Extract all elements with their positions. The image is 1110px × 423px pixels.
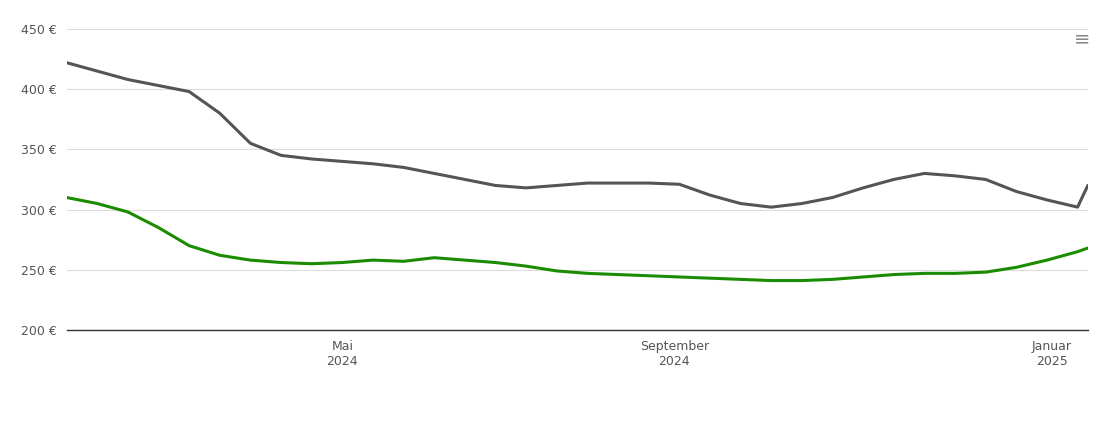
lose Ware: [857, 275, 870, 280]
Sackware: [152, 83, 165, 88]
Sackware: [612, 181, 625, 186]
Sackware: [948, 173, 961, 179]
lose Ware: [182, 243, 195, 248]
Sackware: [1010, 189, 1023, 194]
Sackware: [642, 181, 655, 186]
lose Ware: [121, 209, 134, 214]
Sackware: [551, 183, 564, 188]
lose Ware: [551, 269, 564, 274]
Sackware: [335, 159, 349, 164]
lose Ware: [397, 259, 411, 264]
Sackware: [918, 171, 931, 176]
Sackware: [887, 177, 900, 182]
lose Ware: [1071, 249, 1084, 254]
Sackware: [1071, 205, 1084, 210]
lose Ware: [642, 273, 655, 278]
lose Ware: [765, 278, 778, 283]
Sackware: [734, 201, 747, 206]
lose Ware: [612, 272, 625, 277]
Text: ≡: ≡: [1073, 30, 1090, 49]
lose Ware: [458, 258, 472, 263]
Sackware: [673, 182, 686, 187]
Sackware: [488, 183, 502, 188]
Sackware: [121, 77, 134, 82]
lose Ware: [519, 264, 533, 269]
Sackware: [366, 161, 380, 166]
lose Ware: [1010, 265, 1023, 270]
Sackware: [1081, 183, 1094, 188]
Sackware: [795, 201, 808, 206]
lose Ware: [366, 258, 380, 263]
Sackware: [91, 69, 104, 74]
lose Ware: [734, 277, 747, 282]
lose Ware: [60, 195, 73, 200]
lose Ware: [795, 278, 808, 283]
lose Ware: [91, 201, 104, 206]
Sackware: [519, 185, 533, 190]
Sackware: [182, 89, 195, 94]
lose Ware: [1081, 245, 1094, 250]
Sackware: [213, 111, 226, 116]
Sackware: [427, 171, 441, 176]
lose Ware: [244, 258, 258, 263]
Line: lose Ware: lose Ware: [67, 198, 1088, 280]
lose Ware: [979, 269, 992, 275]
lose Ware: [887, 272, 900, 277]
lose Ware: [305, 261, 319, 266]
Sackware: [60, 60, 73, 65]
Sackware: [458, 177, 472, 182]
lose Ware: [948, 271, 961, 276]
Line: Sackware: Sackware: [67, 63, 1088, 207]
Sackware: [274, 153, 287, 158]
Sackware: [244, 141, 258, 146]
Sackware: [765, 205, 778, 210]
lose Ware: [213, 253, 226, 258]
Sackware: [397, 165, 411, 170]
lose Ware: [826, 277, 839, 282]
Sackware: [704, 192, 717, 198]
lose Ware: [704, 276, 717, 281]
lose Ware: [1040, 258, 1053, 263]
lose Ware: [918, 271, 931, 276]
lose Ware: [488, 260, 502, 265]
Sackware: [305, 157, 319, 162]
Sackware: [826, 195, 839, 200]
lose Ware: [152, 225, 165, 230]
Sackware: [581, 181, 594, 186]
lose Ware: [673, 275, 686, 280]
lose Ware: [581, 271, 594, 276]
Sackware: [979, 177, 992, 182]
lose Ware: [427, 255, 441, 260]
lose Ware: [274, 260, 287, 265]
lose Ware: [335, 260, 349, 265]
Sackware: [857, 185, 870, 190]
Sackware: [1040, 198, 1053, 203]
